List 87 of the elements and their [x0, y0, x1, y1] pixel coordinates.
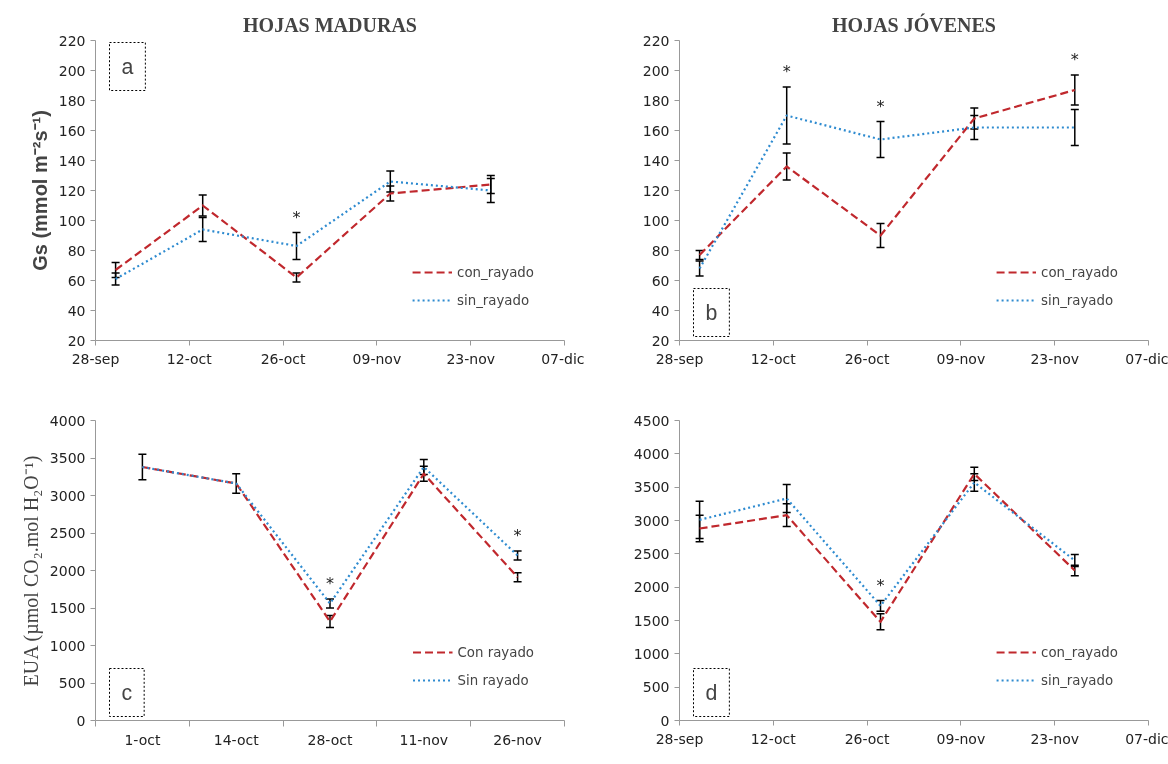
annotation: c [121, 680, 133, 705]
y-tick-label: 40 [67, 302, 86, 319]
annotation: * [1070, 50, 1079, 69]
x-tick-label: 26-oct [844, 350, 891, 367]
legend-label: sin_rayado [457, 292, 530, 308]
y-tick-label: 1000 [633, 645, 670, 662]
annotation: a [121, 54, 134, 79]
x-tick-label: 12-oct [750, 730, 797, 747]
x-tick-label: 28-sep [71, 350, 120, 367]
x-tick-label: 07-dic [1125, 730, 1168, 747]
y-tick-label: 2500 [633, 545, 670, 562]
x-tick-label: 23-nov [446, 350, 495, 367]
y-tick-label: 120 [642, 182, 670, 199]
y-tick-label: 180 [58, 92, 86, 109]
x-tick-label: 07-dic [1125, 350, 1168, 367]
y-tick-label: 60 [67, 272, 86, 289]
y-tick-label: 140 [642, 152, 670, 169]
x-tick-label: 23-nov [1030, 350, 1079, 367]
x-tick-label: 09-nov [352, 350, 402, 367]
annotation: * [876, 96, 885, 116]
x-tick-label: 26-nov [493, 731, 542, 748]
y-tick-label: 3000 [49, 487, 86, 504]
legend-label: Sin rayado [457, 672, 529, 688]
x-tick-label: 09-nov [936, 730, 986, 747]
y-tick-label: 2000 [49, 562, 86, 579]
legend-label: con_rayado [1041, 264, 1118, 280]
y-axis-title: EUA (µmol CO₂.mol H₂O⁻¹) [19, 455, 43, 687]
x-tick-label: 23-nov [1030, 730, 1079, 747]
y-tick-label: 4000 [49, 412, 86, 429]
x-tick-label: 28-sep [655, 350, 704, 367]
legend-label: con_rayado [1041, 644, 1118, 660]
y-tick-label: 80 [67, 242, 86, 259]
annotation: * [326, 574, 334, 593]
x-tick-label: 11-nov [399, 731, 449, 748]
x-tick-label: 14-oct [213, 731, 260, 748]
annotation: b [705, 300, 718, 325]
annotation: * [782, 62, 791, 81]
x-tick-label: 26-oct [844, 730, 891, 747]
y-tick-label: 4000 [633, 445, 670, 462]
y-tick-label: 220 [58, 32, 86, 49]
y-tick-label: 120 [58, 182, 86, 199]
legend-label: Con rayado [457, 644, 534, 660]
annotation: * [876, 575, 885, 595]
chart-title: HOJAS JÓVENES [832, 12, 996, 36]
y-tick-label: 500 [642, 679, 670, 696]
y-tick-label: 1000 [49, 637, 86, 654]
y-tick-label: 3000 [633, 512, 670, 529]
y-tick-label: 160 [642, 122, 670, 139]
x-tick-label: 09-nov [936, 350, 986, 367]
y-tick-label: 200 [642, 62, 670, 79]
x-tick-label: 1-oct [124, 731, 161, 748]
y-axis-title: Gs (mmol m⁻²s⁻¹) [28, 110, 51, 271]
y-tick-label: 220 [642, 32, 670, 49]
y-tick-label: 100 [58, 212, 86, 229]
y-tick-label: 1500 [633, 612, 670, 629]
chart-title: HOJAS MADURAS [243, 13, 417, 36]
x-tick-label: 12-oct [166, 350, 213, 367]
y-tick-label: 80 [651, 242, 670, 259]
annotation: * [513, 526, 522, 545]
annotation: d [705, 680, 718, 705]
y-tick-label: 60 [651, 272, 670, 289]
y-tick-label: 3500 [49, 450, 86, 466]
x-tick-label: 12-oct [750, 350, 797, 367]
y-tick-label: 500 [58, 675, 86, 691]
y-tick-label: 4500 [633, 412, 670, 429]
y-tick-label: 2500 [49, 525, 86, 541]
y-tick-label: 2000 [633, 579, 670, 596]
x-tick-label: 28-oct [307, 731, 353, 748]
legend-label: sin_rayado [1041, 672, 1114, 688]
y-tick-label: 160 [58, 122, 86, 139]
annotation: * [292, 207, 301, 227]
legend-label: sin_rayado [1041, 292, 1114, 308]
y-tick-label: 140 [58, 152, 86, 169]
y-tick-label: 200 [58, 62, 86, 79]
legend-label: con_rayado [457, 264, 534, 280]
x-tick-label: 07-dic [541, 350, 585, 367]
y-tick-label: 3500 [633, 479, 670, 496]
x-tick-label: 26-oct [260, 350, 307, 367]
y-tick-label: 40 [651, 302, 670, 319]
y-tick-label: 20 [67, 332, 86, 349]
y-tick-label: 20 [651, 332, 670, 349]
y-tick-label: 0 [76, 712, 86, 729]
y-tick-label: 0 [660, 712, 670, 729]
x-tick-label: 28-sep [655, 730, 704, 747]
y-tick-label: 180 [642, 92, 670, 109]
y-tick-label: 1500 [49, 600, 86, 616]
y-tick-label: 100 [642, 212, 670, 229]
